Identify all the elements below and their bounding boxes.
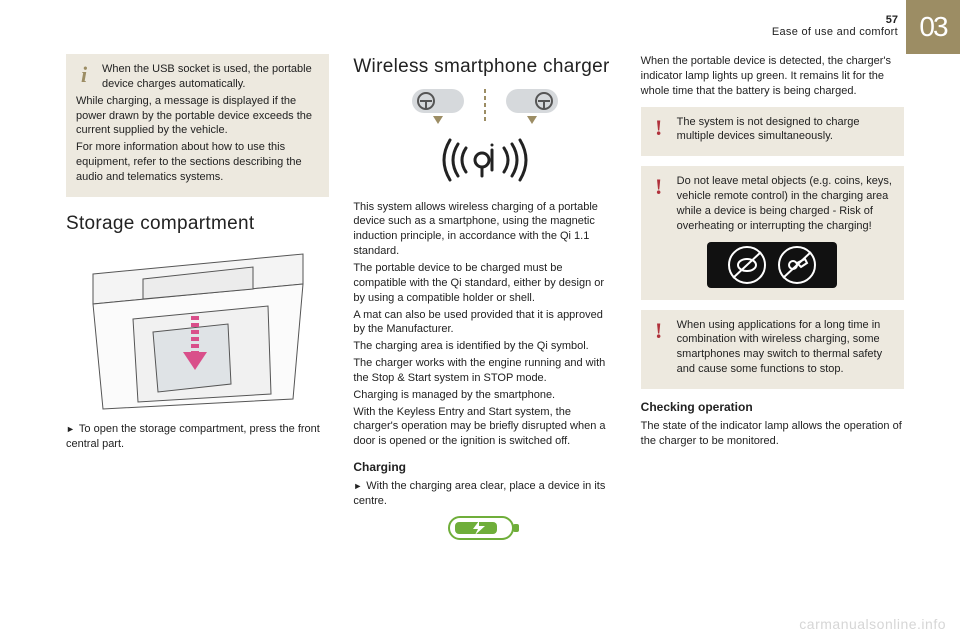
page-number: 57	[772, 14, 898, 26]
section-title: Ease of use and comfort	[772, 26, 898, 38]
info-icon: i	[74, 60, 94, 84]
storage-instruction: To open the storage compartment, press t…	[66, 422, 329, 452]
content-columns: i When the USB socket is used, the porta…	[66, 54, 904, 610]
charging-instruction: With the charging area clear, place a de…	[353, 479, 616, 509]
column-2: Wireless smartphone charger	[353, 54, 616, 610]
charging-heading: Charging	[353, 459, 616, 475]
storage-heading: Storage compartment	[66, 211, 329, 237]
wc-text-7: With the Keyless Entry and Start system,…	[353, 405, 616, 450]
qi-icon	[430, 130, 540, 190]
no-metal-icon	[697, 240, 847, 290]
info-text-2: While charging, a message is displayed i…	[76, 94, 319, 139]
warn2-text: Do not leave metal objects (e.g. coins, …	[677, 174, 894, 233]
check-heading: Checking operation	[641, 399, 904, 415]
charger-figure	[353, 88, 616, 190]
warn-box-3: ! When using applications for a long tim…	[641, 310, 904, 389]
info-text-3: For more information about how to use th…	[76, 140, 319, 185]
warning-icon: !	[649, 113, 669, 137]
warn-box-2: ! Do not leave metal objects (e.g. coins…	[641, 166, 904, 299]
wc-text-3: A mat can also be used provided that it …	[353, 308, 616, 338]
divider-icon	[483, 89, 487, 123]
wireless-heading: Wireless smartphone charger	[353, 54, 616, 80]
usb-info-box: i When the USB socket is used, the porta…	[66, 54, 329, 197]
storage-illustration	[83, 244, 313, 414]
column-1: i When the USB socket is used, the porta…	[66, 54, 329, 610]
column-3: When the portable device is detected, th…	[641, 54, 904, 610]
storage-figure	[66, 244, 329, 414]
warning-icon: !	[649, 172, 669, 196]
wc-text-1: This system allows wireless charging of …	[353, 200, 616, 259]
battery-icon	[445, 513, 525, 543]
chapter-badge: 03	[906, 0, 960, 54]
wc-text-5: The charger works with the engine runnin…	[353, 356, 616, 386]
info-text-1: When the USB socket is used, the portabl…	[102, 62, 319, 92]
warn1-text: The system is not designed to charge mul…	[677, 115, 894, 145]
battery-figure	[353, 513, 616, 543]
detect-text: When the portable device is detected, th…	[641, 54, 904, 99]
lhd-icon	[411, 88, 465, 124]
rhd-icon	[505, 88, 559, 124]
watermark: carmanualsonline.info	[799, 616, 946, 632]
warn-box-1: ! The system is not designed to charge m…	[641, 107, 904, 157]
wc-text-2: The portable device to be charged must b…	[353, 261, 616, 306]
chapter-number: 03	[919, 11, 946, 43]
check-text: The state of the indicator lamp allows t…	[641, 419, 904, 449]
wc-text-4: The charging area is identified by the Q…	[353, 339, 616, 354]
warning-icon: !	[649, 316, 669, 340]
page-header: 57 Ease of use and comfort	[772, 14, 898, 38]
wc-text-6: Charging is managed by the smartphone.	[353, 388, 616, 403]
warn3-text: When using applications for a long time …	[677, 318, 894, 377]
